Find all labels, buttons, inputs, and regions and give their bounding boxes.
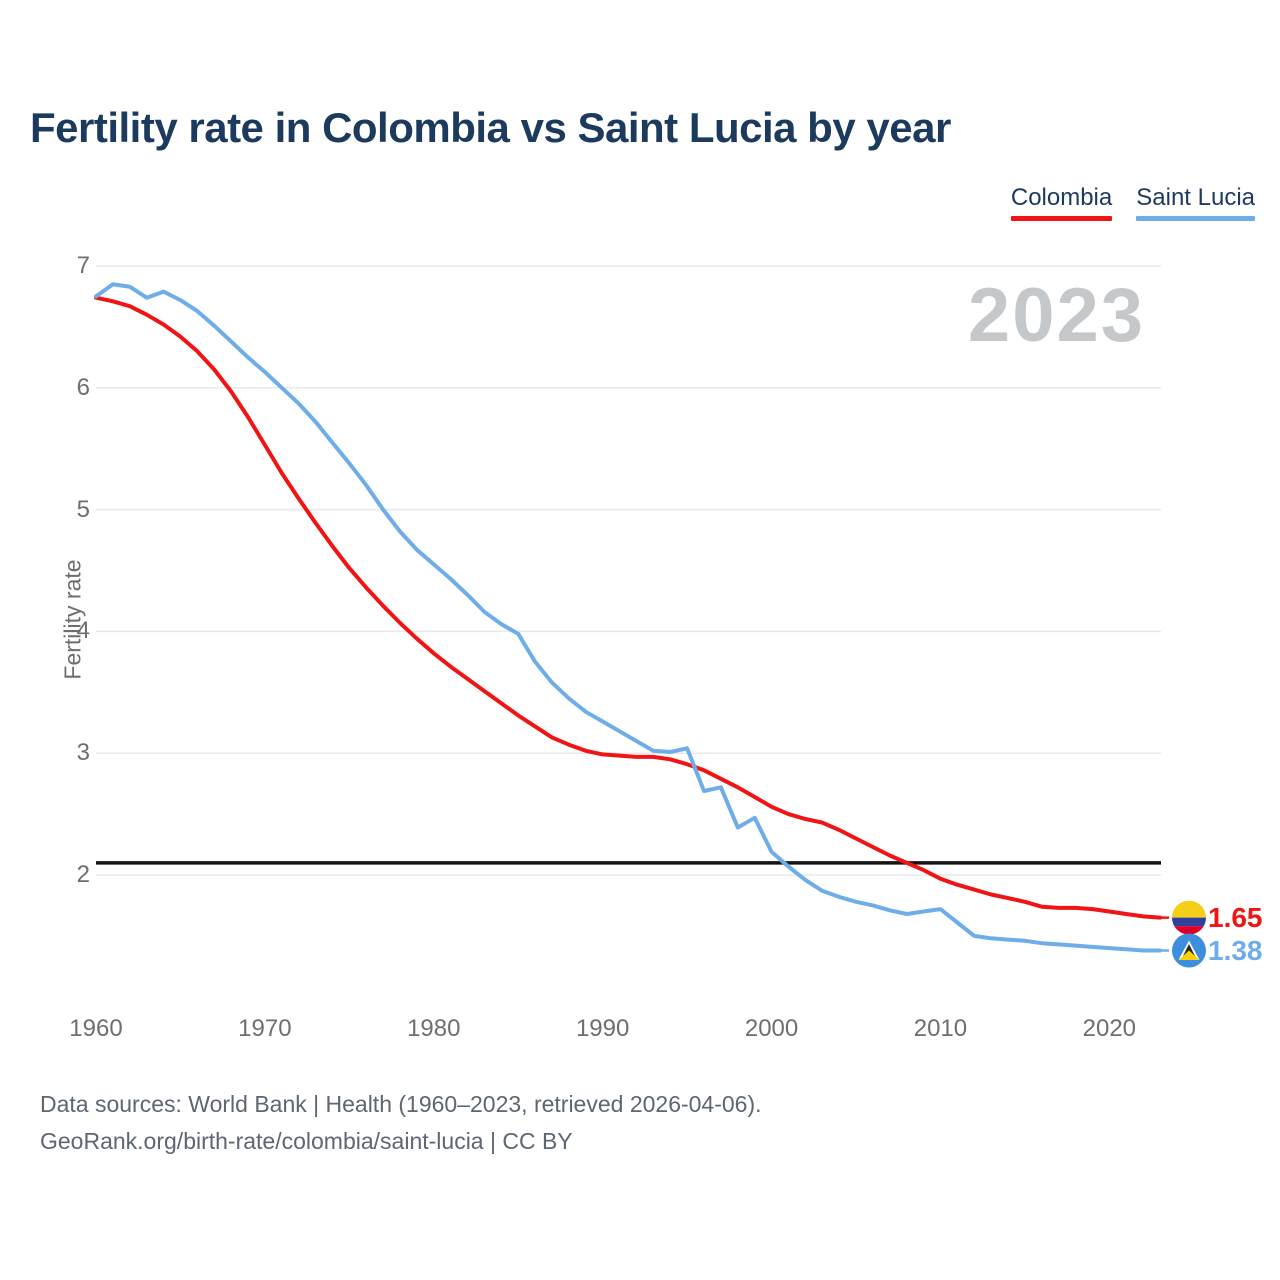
x-tick-2010: 2010 <box>913 1015 968 1042</box>
x-tick-2020: 2020 <box>1082 1015 1137 1042</box>
y-tick-7: 7 <box>76 252 90 279</box>
y-tick-5: 5 <box>76 495 90 523</box>
x-tick-1990: 1990 <box>575 1015 630 1042</box>
colombia-flag-icon <box>1172 900 1206 935</box>
x-tick-2000: 2000 <box>744 1015 799 1042</box>
y-tick-3: 3 <box>76 739 90 767</box>
year-watermark: 2023 <box>967 273 1145 358</box>
page-title: Fertility rate in Colombia vs Saint Luci… <box>30 104 951 151</box>
saint-lucia-end-value: 1.38 <box>1208 934 1263 966</box>
y-tick-4: 4 <box>76 617 90 645</box>
gridlines <box>96 265 1161 876</box>
legend-item-colombia[interactable]: Colombia <box>1010 184 1113 221</box>
legend-label-colombia: Colombia <box>1010 184 1113 211</box>
y-tick-6: 6 <box>76 373 90 401</box>
legend-label-saint-lucia: Saint Lucia <box>1136 184 1255 211</box>
saint-lucia-line <box>94 282 1162 953</box>
data-source-line2: GeoRank.org/birth-rate/colombia/saint-lu… <box>40 1128 573 1154</box>
legend-swatch-saint-lucia <box>1136 216 1255 221</box>
x-tick-1960: 1960 <box>69 1015 123 1042</box>
legend-swatch-colombia <box>1010 216 1113 221</box>
colombia-line <box>94 295 1162 920</box>
x-tick-1970: 1970 <box>238 1015 292 1042</box>
y-tick-2: 2 <box>76 861 90 888</box>
data-source-line1: Data sources: World Bank | Health (1960–… <box>40 1091 762 1117</box>
data-source-note: Data sources: World Bank | Health (1960–… <box>40 1086 762 1160</box>
x-tick-1980: 1980 <box>407 1015 461 1042</box>
legend-item-saint-lucia[interactable]: Saint Lucia <box>1136 184 1255 221</box>
saint-lucia-flag-icon <box>1172 933 1206 968</box>
legend: Colombia Saint Lucia <box>1010 184 1255 221</box>
colombia-end-value: 1.65 <box>1208 901 1263 933</box>
